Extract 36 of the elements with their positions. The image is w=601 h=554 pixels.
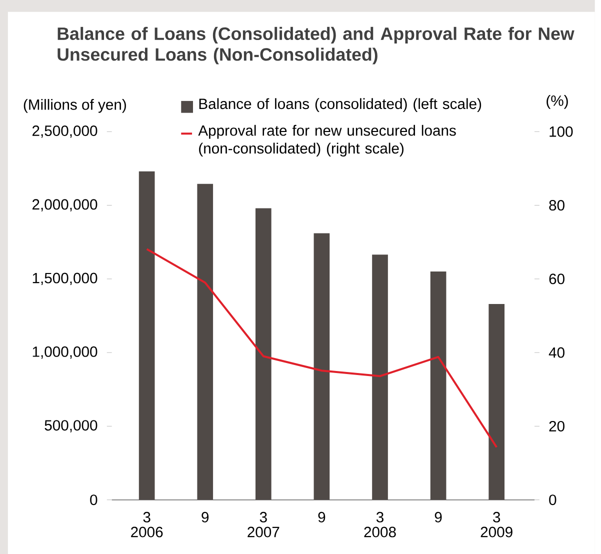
text: 2008 [364,526,396,538]
legend-label: Balance of loans (consolidated) (left scale) [199,98,482,112]
x-tick-label: 3 [143,512,150,522]
bar [197,184,214,500]
x-tick-label: 9 [318,512,326,522]
bar [372,254,388,500]
y-tick-label: 500,000 [44,420,98,432]
bar [488,304,505,500]
y2-tick-label: 40 [548,347,564,358]
x-tick-label: 3 [376,512,384,522]
line-series [146,248,498,448]
x-tick-label: 3 [493,512,500,522]
text: 2007 [248,526,280,538]
legend-label: Approval rate for new unsecured loans (non-consolidated) (right scale) [198,124,456,156]
y-tick-label: 1,500,000 [32,272,98,285]
chart-title: Balance of Loans (Consolidated) and Approval Rate for New Unsecured Loans (Non-Consolidated) [58,26,574,64]
y2-tick-label: 60 [549,274,564,284]
y-axis-title: (Millions of yen) [24,98,126,113]
y-tick-label: 2,000,000 [32,199,98,212]
bar [138,171,155,500]
y-tick-label: 2,500,000 [32,125,98,138]
bar [314,233,330,500]
x-tick-label: 9 [202,512,209,522]
y2-tick-label: 0 [549,494,556,505]
text: 2006 [131,526,163,538]
y2-axis-title: (%) [546,94,568,109]
y-tick-label: 1,000,000 [32,346,98,359]
bar [430,271,446,500]
y2-tick-label: 100 [550,126,573,137]
y-tick-label: 0 [90,494,98,505]
bar [256,208,272,500]
x-tick-label: 3 [260,512,267,522]
text: 2009 [480,526,512,538]
y2-tick-label: 20 [549,420,564,432]
y2-tick-label: 80 [549,200,564,210]
x-tick-label: 9 [434,512,442,522]
